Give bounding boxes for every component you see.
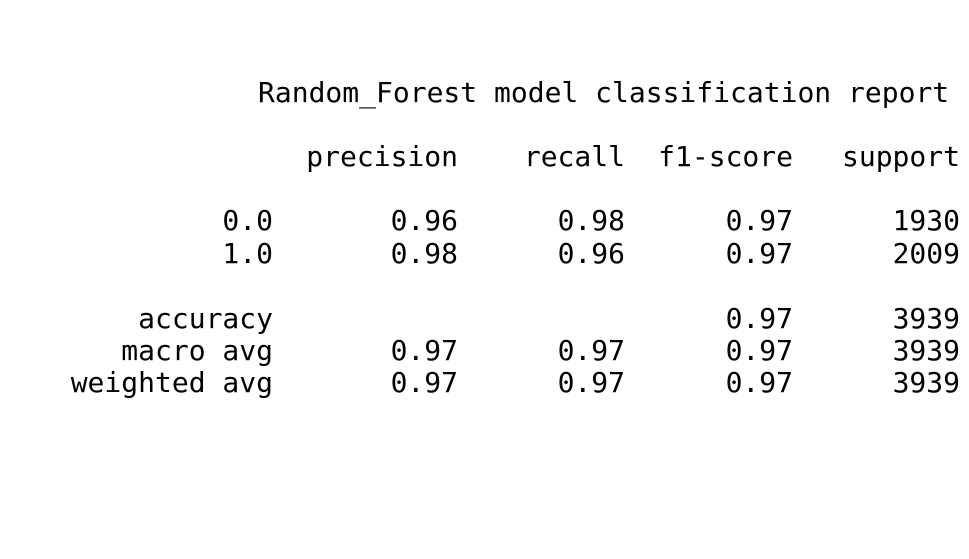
- row-label: accuracy: [138, 302, 273, 335]
- header-recall: recall: [523, 140, 625, 173]
- header-support: support: [841, 140, 960, 173]
- row-label: 0.0: [222, 204, 273, 237]
- row-label: 1.0: [222, 237, 273, 270]
- precision-value: 0.97: [390, 366, 458, 399]
- precision-value: 0.98: [390, 237, 458, 270]
- header-precision: precision: [306, 140, 458, 173]
- f1-value: 0.97: [725, 237, 793, 270]
- support-value: 3939: [892, 334, 960, 367]
- header-row: precision recall f1-score support: [0, 141, 969, 173]
- row-label: macro avg: [121, 334, 273, 367]
- recall-value: 0.98: [557, 204, 625, 237]
- row-label: weighted avg: [70, 366, 273, 399]
- f1-value: 0.97: [725, 302, 793, 335]
- recall-value: 0.97: [557, 334, 625, 367]
- recall-value: 0.96: [557, 237, 625, 270]
- f1-value: 0.97: [725, 366, 793, 399]
- f1-value: 0.97: [725, 334, 793, 367]
- precision-value: 0.97: [390, 334, 458, 367]
- weighted-avg-row: weighted avg 0.97 0.97 0.97 3939: [0, 367, 969, 399]
- support-value: 2009: [892, 237, 960, 270]
- table-row: 0.0 0.96 0.98 0.97 1930: [0, 205, 969, 237]
- table-row: 1.0 0.98 0.96 0.97 2009: [0, 238, 969, 270]
- report-title: Random_Forest model classification repor…: [258, 76, 950, 109]
- header-f1-score: f1-score: [658, 140, 793, 173]
- recall-value: 0.97: [557, 366, 625, 399]
- accuracy-row: accuracy 0.97 3939: [0, 303, 969, 335]
- support-value: 3939: [892, 366, 960, 399]
- macro-avg-row: macro avg 0.97 0.97 0.97 3939: [0, 335, 969, 367]
- support-value: 3939: [892, 302, 960, 335]
- support-value: 1930: [892, 204, 960, 237]
- precision-value: 0.96: [390, 204, 458, 237]
- f1-value: 0.97: [725, 204, 793, 237]
